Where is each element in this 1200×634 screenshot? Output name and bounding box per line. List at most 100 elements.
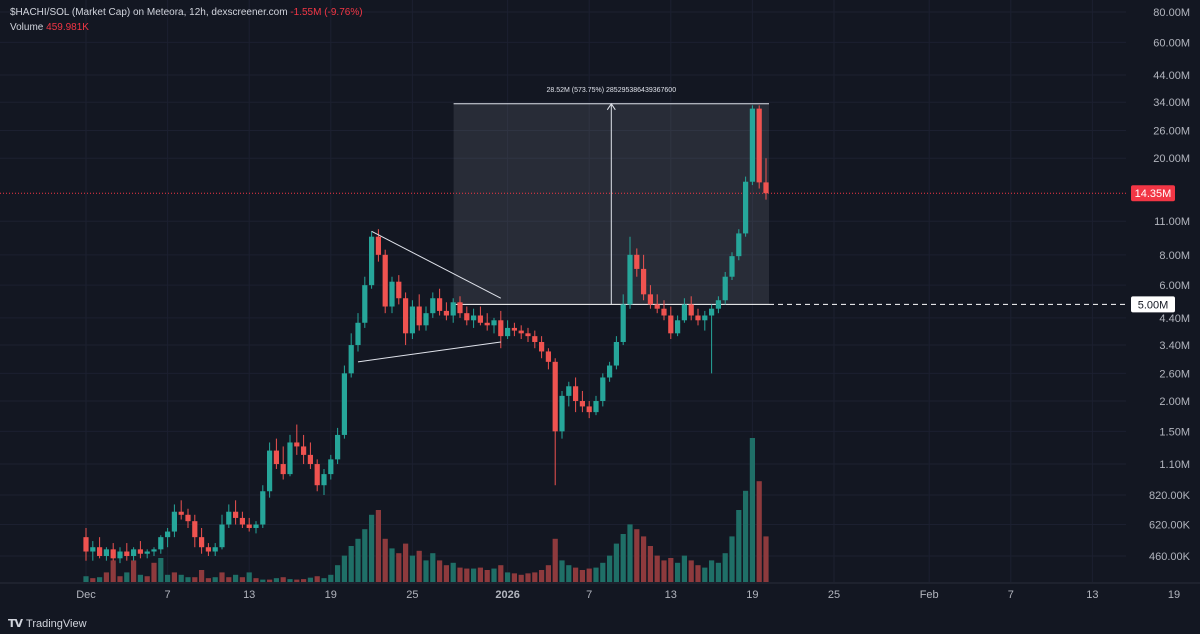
volume-bar xyxy=(729,536,735,582)
tradingview-brand[interactable]: 𝗧𝗩 TradingView xyxy=(8,617,87,631)
candle-body xyxy=(321,474,327,486)
time-tick-label: 7 xyxy=(586,589,592,601)
volume-bar xyxy=(763,536,769,582)
candle-body xyxy=(287,442,293,475)
volume-bar xyxy=(178,574,184,582)
volume-bar xyxy=(280,577,286,582)
candle-body xyxy=(307,454,313,465)
volume-bar xyxy=(416,550,422,582)
time-tick-label: 19 xyxy=(1168,589,1180,601)
candle-body xyxy=(559,395,565,432)
volume-bar xyxy=(443,565,449,582)
candle-body xyxy=(335,434,341,460)
candle-body xyxy=(477,315,483,323)
price-tick-label: 20.00M xyxy=(1153,153,1190,165)
candle-body xyxy=(607,365,613,378)
volume-bar xyxy=(620,534,626,582)
candle-body xyxy=(471,315,477,321)
time-tick-label: 19 xyxy=(746,589,758,601)
volume-legend[interactable]: Volume 459.981K xyxy=(10,22,89,33)
candle-body xyxy=(409,306,415,334)
candle-body xyxy=(749,108,755,182)
candle-body xyxy=(355,322,361,346)
volume-bar xyxy=(532,572,538,582)
candle-body xyxy=(83,537,89,552)
price-tick-label: 2.60M xyxy=(1159,368,1190,380)
price-tick-label: 8.00M xyxy=(1159,250,1190,262)
volume-bar xyxy=(477,567,483,582)
price-tick-label: 1.10M xyxy=(1159,459,1190,471)
candle-body xyxy=(403,298,409,334)
volume-bar xyxy=(579,570,585,582)
trendline xyxy=(357,341,501,363)
time-tick-label: 19 xyxy=(325,589,337,601)
candle-body xyxy=(668,315,674,334)
time-tick-label: 25 xyxy=(828,589,840,601)
symbol-legend[interactable]: $HACHI/SOL (Market Cap) on Meteora, 12h,… xyxy=(10,7,363,18)
symbol-title: $HACHI/SOL (Market Cap) on Meteora, 12h,… xyxy=(10,7,288,18)
candle-body xyxy=(396,281,402,299)
candle-body xyxy=(253,524,259,528)
volume-bar xyxy=(668,558,674,582)
candle-body xyxy=(103,549,109,556)
volume-bar xyxy=(756,481,762,582)
volume-bar xyxy=(586,568,592,582)
time-tick-label: Dec xyxy=(76,589,96,601)
candle-body xyxy=(702,315,708,321)
volume-bar xyxy=(654,555,660,582)
candle-body xyxy=(484,322,490,326)
volume-bar xyxy=(348,546,354,582)
candle-body xyxy=(205,547,211,552)
volume-bar xyxy=(158,558,164,582)
candle-body xyxy=(722,276,728,301)
price-tick-label: 44.00M xyxy=(1153,70,1190,82)
price-tick-label: 2.00M xyxy=(1159,396,1190,408)
volume-bar xyxy=(341,555,347,582)
volume-bar xyxy=(675,562,681,582)
candle-body xyxy=(634,254,640,269)
volume-bar xyxy=(192,577,198,582)
measure-arrow-head xyxy=(606,102,616,111)
level-price-tag xyxy=(1131,296,1175,313)
volume-bar xyxy=(90,578,96,582)
candle-body xyxy=(117,551,123,559)
volume-bar xyxy=(301,579,307,582)
candle-body xyxy=(627,254,633,305)
candle-body xyxy=(695,315,701,321)
volume-bar xyxy=(457,567,463,582)
candle-body xyxy=(545,351,551,362)
candle-body xyxy=(199,537,205,548)
volume-bar xyxy=(219,572,225,582)
candle-body xyxy=(158,537,164,550)
volume-bar xyxy=(185,577,191,582)
volume-bar xyxy=(641,536,647,582)
volume-bar xyxy=(307,577,313,582)
volume-bar xyxy=(253,578,259,582)
candle-body xyxy=(246,524,252,528)
price-tick-label: 620.00K xyxy=(1149,520,1191,532)
volume-bar xyxy=(471,568,477,582)
volume-bar xyxy=(661,560,667,582)
candle-body xyxy=(267,450,273,492)
volume-bar xyxy=(634,529,640,582)
candle-body xyxy=(369,236,375,286)
candle-body xyxy=(736,233,742,257)
candle-body xyxy=(443,310,449,316)
volume-bar xyxy=(389,548,395,582)
volume-bar xyxy=(511,573,517,582)
volume-bar xyxy=(328,574,334,582)
candle-body xyxy=(171,511,177,532)
candle-body xyxy=(423,313,429,326)
candle-body xyxy=(165,531,171,538)
candle-body xyxy=(579,401,585,407)
candle-body xyxy=(654,304,660,309)
candle-body xyxy=(539,341,545,352)
price-tick-label: 4.40M xyxy=(1159,313,1190,325)
volume-bar xyxy=(103,572,109,582)
volume-bar xyxy=(722,553,728,582)
candle-body xyxy=(586,406,592,413)
volume-bar xyxy=(552,538,558,582)
candle-body xyxy=(137,549,143,554)
tradingview-logo-icon: 𝗧𝗩 xyxy=(8,618,23,630)
